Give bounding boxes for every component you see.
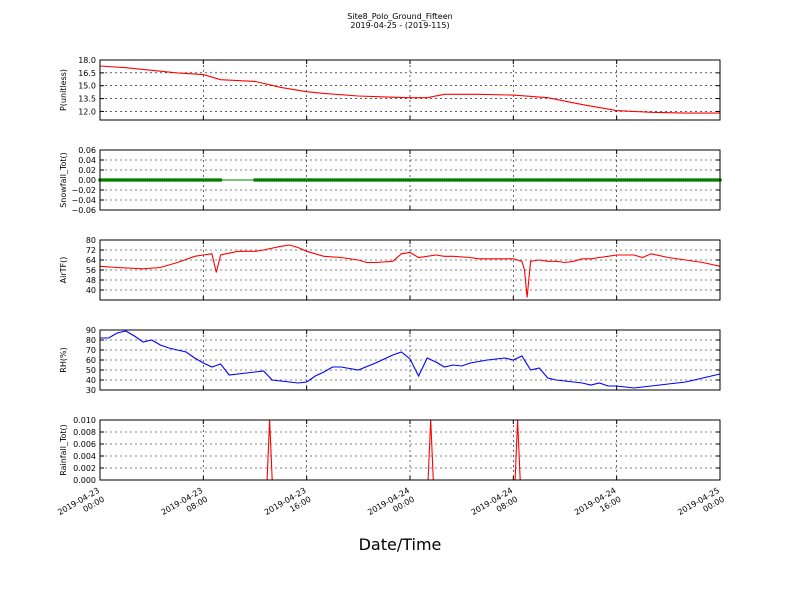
y-tick-label: 80 xyxy=(86,336,96,345)
plot-frame xyxy=(99,59,721,121)
y-tick-label: −0.06 xyxy=(71,206,96,215)
y-tick-label: 30 xyxy=(86,386,96,395)
figure-title: Site8_Polo_Ground_Fifteen xyxy=(347,12,453,21)
x-tick-label: 2019-04-2500:00 xyxy=(676,486,726,526)
x-tick-label: 2019-04-2408:00 xyxy=(470,486,520,526)
y-tick-label: 72 xyxy=(86,246,96,255)
y-tick-label: 0.04 xyxy=(78,156,96,165)
y-tick-label: 0.00 xyxy=(78,176,96,185)
y-tick-label: 56 xyxy=(86,266,96,275)
y-tick-label: 0.006 xyxy=(73,440,96,449)
y-tick-label: 16.5 xyxy=(78,69,96,78)
y-tick-label: 15.0 xyxy=(78,82,96,91)
y-tick-label: 0.06 xyxy=(78,146,96,155)
y-axis-label: P(unitless) xyxy=(59,69,68,111)
y-tick-label: 40 xyxy=(86,376,96,385)
y-tick-label: 50 xyxy=(86,366,96,375)
y-tick-label: 90 xyxy=(86,326,96,335)
y-tick-label: 64 xyxy=(86,256,96,265)
y-tick-label: −0.04 xyxy=(71,196,96,205)
plot-frame xyxy=(99,419,721,481)
y-tick-label: 40 xyxy=(86,286,96,295)
series-line xyxy=(99,244,721,298)
y-axis-label: Rainfall_Tot() xyxy=(59,424,68,476)
y-tick-label: 18.0 xyxy=(78,56,96,65)
y-tick-label: 60 xyxy=(86,356,96,365)
y-tick-label: 0.010 xyxy=(73,416,96,425)
y-tick-label: 48 xyxy=(86,276,96,285)
series-line xyxy=(99,65,720,114)
chart-panel: 0.060.040.020.00−0.02−0.04−0.06Snowfall_… xyxy=(59,146,722,215)
series-line xyxy=(100,330,721,389)
y-tick-label: 0.004 xyxy=(73,452,96,461)
y-tick-label: 12.0 xyxy=(78,107,96,116)
plot-frame xyxy=(99,149,721,211)
y-tick-label: 0.02 xyxy=(78,166,96,175)
data-point xyxy=(218,178,223,182)
y-tick-label: 80 xyxy=(86,236,96,245)
y-tick-label: −0.02 xyxy=(71,186,96,195)
figure-title-block: Site8_Polo_Ground_Fifteen 2019-04-25 - (… xyxy=(0,12,800,30)
x-tick-label: 2019-04-2300:00 xyxy=(56,486,106,526)
x-tick-label: 2019-04-2308:00 xyxy=(160,486,210,526)
y-tick-label: 70 xyxy=(86,346,96,355)
figure-subtitle: 2019-04-25 - (2019-115) xyxy=(350,21,450,30)
y-tick-label: 0.008 xyxy=(73,428,96,437)
y-axis-label: RH(%) xyxy=(59,347,68,372)
y-tick-label: 0.000 xyxy=(73,476,96,485)
x-axis-label: Date/Time xyxy=(358,535,442,554)
plot-frame xyxy=(99,239,721,301)
chart-panel: 18.0 16.5 15.0 13.5 12.0 P(unitless) xyxy=(59,56,721,121)
x-tick-label: 2019-04-2416:00 xyxy=(573,486,623,526)
y-axis-label: AirTF() xyxy=(59,257,68,284)
x-tick-label: 2019-04-2316:00 xyxy=(263,486,313,526)
y-axis-label: Snowfall_Tot() xyxy=(59,152,68,208)
plot-frame xyxy=(99,329,721,391)
chart-panel: 0.010 0.008 0.006 0.004 0.002 0.000 Rainfall_T… xyxy=(59,416,721,485)
y-tick-label: 0.002 xyxy=(73,464,96,473)
x-tick-label: 2019-04-2400:00 xyxy=(366,486,416,526)
y-tick-label: 13.5 xyxy=(78,95,96,104)
